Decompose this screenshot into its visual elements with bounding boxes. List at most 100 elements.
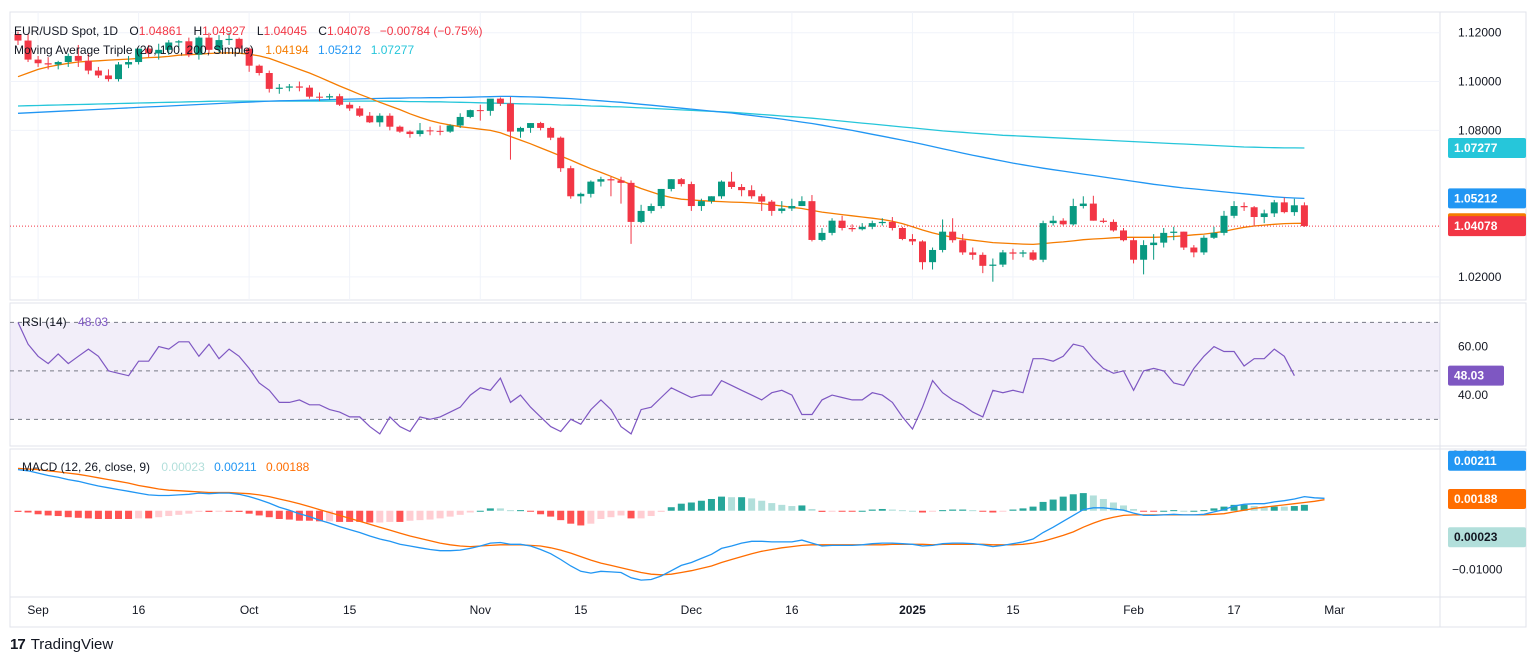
candle[interactable]	[1099, 218, 1107, 224]
candle[interactable]	[657, 188, 665, 209]
candle[interactable]	[446, 124, 454, 133]
candle[interactable]	[376, 113, 384, 127]
candle[interactable]	[54, 60, 62, 70]
candle[interactable]	[1290, 198, 1298, 216]
candle[interactable]	[567, 165, 575, 199]
candle[interactable]	[14, 31, 22, 45]
candle[interactable]	[336, 93, 344, 106]
candle[interactable]	[406, 130, 414, 138]
candle[interactable]	[527, 123, 535, 133]
candle[interactable]	[135, 48, 143, 65]
candle[interactable]	[1260, 209, 1268, 224]
candle[interactable]	[486, 98, 494, 116]
candle[interactable]	[959, 234, 967, 255]
candle[interactable]	[878, 218, 886, 226]
candle[interactable]	[235, 37, 243, 50]
candle[interactable]	[195, 36, 203, 60]
candle[interactable]	[718, 180, 725, 199]
candle[interactable]	[295, 81, 303, 92]
candle[interactable]	[989, 258, 997, 282]
candle[interactable]	[687, 181, 695, 211]
candle[interactable]	[607, 176, 615, 197]
candle[interactable]	[506, 96, 514, 160]
candlesticks[interactable]	[14, 31, 1308, 282]
tradingview-footer[interactable]: 17 TradingView	[10, 636, 113, 653]
candle[interactable]	[1049, 215, 1057, 226]
candle[interactable]	[828, 218, 836, 236]
candle[interactable]	[1009, 248, 1017, 260]
candle[interactable]	[476, 104, 484, 121]
candle[interactable]	[748, 185, 756, 199]
candle[interactable]	[738, 184, 746, 197]
candle[interactable]	[64, 53, 72, 67]
candle[interactable]	[145, 44, 153, 58]
candle[interactable]	[1200, 235, 1208, 255]
candle[interactable]	[677, 177, 685, 187]
candle[interactable]	[707, 196, 715, 204]
candle[interactable]	[778, 201, 786, 214]
candle[interactable]	[1170, 226, 1178, 241]
candle[interactable]	[1150, 234, 1158, 260]
candle[interactable]	[728, 171, 736, 189]
candle[interactable]	[1160, 228, 1168, 248]
candle[interactable]	[285, 84, 293, 92]
candle[interactable]	[888, 217, 896, 231]
candle[interactable]	[788, 198, 796, 211]
candle[interactable]	[44, 57, 52, 70]
candle[interactable]	[1140, 240, 1148, 275]
candle[interactable]	[1280, 197, 1288, 214]
candle[interactable]	[768, 199, 776, 216]
candle[interactable]	[1270, 199, 1278, 218]
candle[interactable]	[1240, 202, 1248, 211]
candle[interactable]	[1230, 201, 1238, 219]
candle[interactable]	[115, 62, 122, 82]
candle[interactable]	[125, 55, 133, 69]
candle[interactable]	[356, 105, 364, 117]
candle[interactable]	[617, 176, 625, 204]
candle[interactable]	[808, 195, 816, 242]
candle[interactable]	[1180, 231, 1188, 250]
candle[interactable]	[34, 55, 42, 67]
candle[interactable]	[1120, 228, 1127, 242]
candle[interactable]	[838, 215, 846, 231]
candle[interactable]	[1130, 237, 1138, 264]
candle[interactable]	[386, 113, 394, 131]
candle[interactable]	[305, 85, 313, 99]
candle[interactable]	[416, 123, 424, 137]
candle[interactable]	[908, 234, 916, 246]
candle[interactable]	[185, 37, 193, 58]
candle[interactable]	[537, 121, 545, 131]
candle[interactable]	[818, 228, 826, 242]
price-axis[interactable]: 1.12000 1.10000 1.08000 1.02000 1.07277 1.052…	[1448, 26, 1526, 284]
candle[interactable]	[1079, 196, 1087, 209]
candle[interactable]	[697, 198, 705, 211]
candle[interactable]	[84, 53, 92, 75]
candle[interactable]	[104, 69, 112, 82]
candle[interactable]	[466, 109, 474, 119]
candle[interactable]	[1220, 210, 1228, 236]
candle[interactable]	[969, 247, 977, 260]
time-axis[interactable]: Sep 16 Oct 15 Nov 15 Dec 16 2025 15 Feb 17 Mar	[27, 603, 1344, 617]
candle[interactable]	[456, 113, 464, 128]
candle[interactable]	[215, 35, 223, 53]
candle[interactable]	[1210, 226, 1218, 239]
candle[interactable]	[346, 102, 354, 111]
candle[interactable]	[547, 126, 555, 141]
candle[interactable]	[326, 93, 334, 100]
candle[interactable]	[758, 193, 766, 211]
candle[interactable]	[225, 32, 233, 45]
candle[interactable]	[1109, 219, 1117, 232]
candle[interactable]	[949, 218, 957, 243]
candle[interactable]	[255, 64, 263, 76]
candle[interactable]	[1059, 218, 1067, 226]
candle[interactable]	[1250, 206, 1258, 226]
candle[interactable]	[848, 224, 856, 232]
candle[interactable]	[1039, 220, 1047, 263]
candle[interactable]	[24, 33, 32, 63]
candle[interactable]	[637, 204, 645, 224]
candle[interactable]	[265, 70, 273, 93]
candle[interactable]	[597, 176, 605, 187]
candle[interactable]	[426, 126, 434, 136]
